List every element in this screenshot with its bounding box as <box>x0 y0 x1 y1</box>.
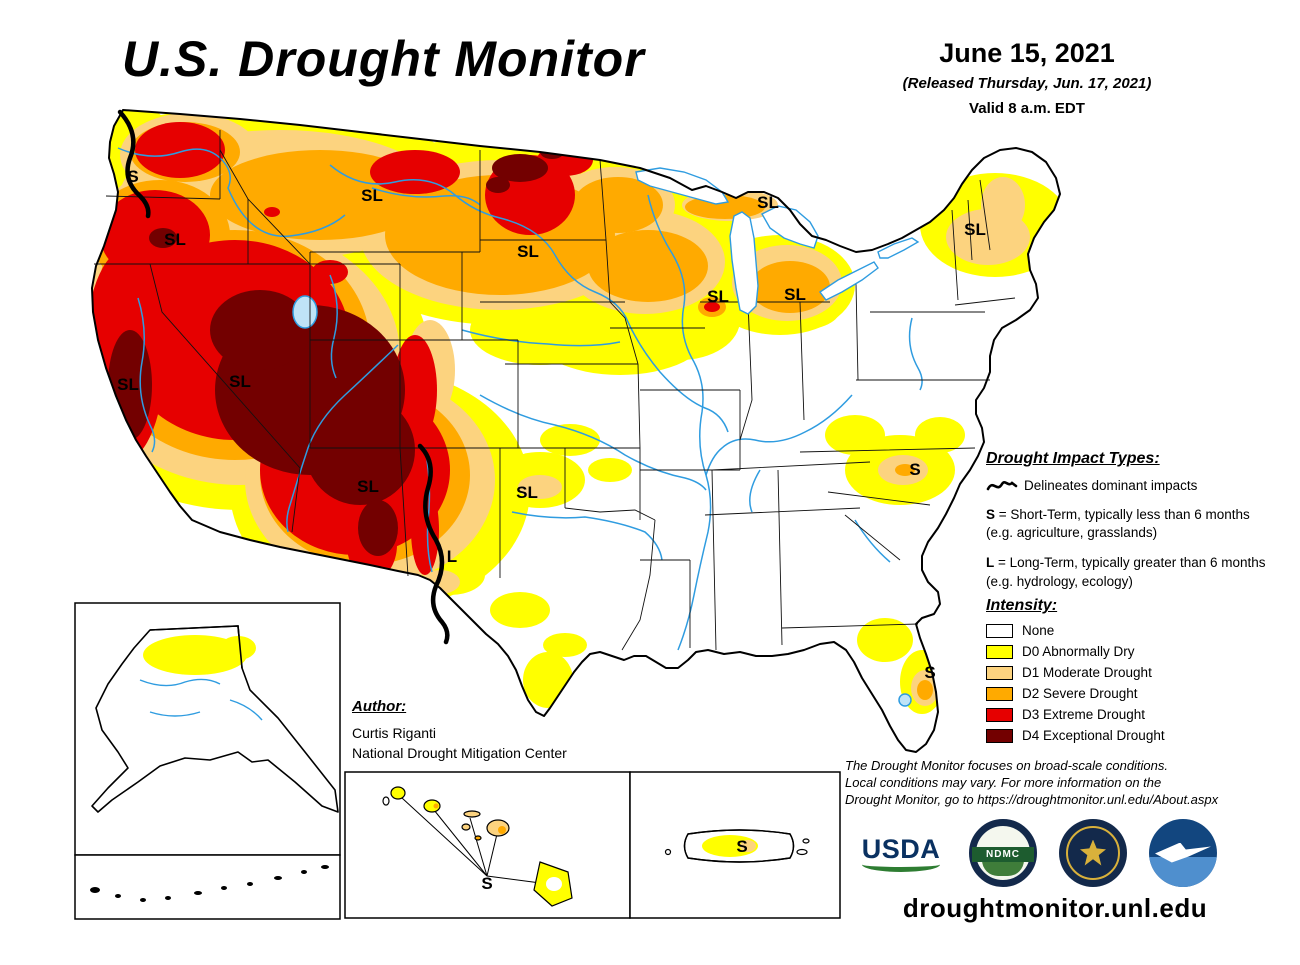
disclaimer-text: The Drought Monitor focuses on broad-sca… <box>845 758 1265 809</box>
island-oahu <box>423 799 441 813</box>
intensity-legend: Intensity: None D0 Abnormally Dry D1 Mod… <box>986 597 1165 749</box>
intensity-heading: Intensity: <box>986 597 1058 614</box>
island-mona <box>664 848 672 856</box>
agency-logos: USDA NDMC <box>855 815 1245 890</box>
island-kahoolawe <box>474 835 482 841</box>
legend-row-d2: D2 Severe Drought <box>986 686 1165 701</box>
commerce-logo <box>1059 818 1127 887</box>
delineation-squiggle-icon <box>986 481 1018 491</box>
island-vieques <box>796 848 808 856</box>
author-name: Curtis Riganti <box>352 725 437 741</box>
impact-delineation-lines <box>117 109 450 645</box>
legend-label: D0 Abnormally Dry <box>1022 644 1135 659</box>
legend-row-none: None <box>986 623 1165 638</box>
delineates-text: Delineates dominant impacts <box>1024 477 1198 493</box>
alaska-inset <box>74 602 341 920</box>
map-date: June 15, 2021 <box>939 38 1115 68</box>
legend-label: D1 Moderate Drought <box>1022 665 1152 680</box>
island-niihau <box>382 796 390 806</box>
swatch-d1 <box>986 665 1013 680</box>
commerce-ring <box>1066 825 1120 880</box>
alaska-outline-top <box>149 625 243 669</box>
island-culebra <box>802 838 810 844</box>
puerto-rico-inset <box>629 771 841 919</box>
disclaimer-line: Local conditions may vary. For more info… <box>845 774 1162 790</box>
swatch-d3 <box>986 707 1013 722</box>
state-borders <box>94 130 1016 651</box>
lake-ontario <box>877 237 920 259</box>
conus-outline <box>91 109 1061 753</box>
impact-types-heading: Drought Impact Types: <box>986 450 1160 467</box>
usda-logo: USDA <box>855 823 947 882</box>
lake-superior <box>635 167 730 205</box>
long-term-definition: L = Long-Term, typically greater than 6 … <box>986 554 1276 590</box>
usda-logo-text: USDA <box>861 833 941 864</box>
island-lanai <box>461 823 471 831</box>
usda-swoosh <box>862 863 940 872</box>
short-term-desc: = Short-Term, typically less than 6 mont… <box>986 507 1250 541</box>
page-title: U.S. Drought Monitor <box>122 31 645 87</box>
lake-erie <box>818 261 879 301</box>
release-date: (Released Thursday, Jun. 17, 2021) <box>902 75 1152 92</box>
long-term-desc: = Long-Term, typically greater than 6 mo… <box>986 555 1266 589</box>
drought-intensity-layer <box>92 110 1060 714</box>
website-url: droughtmonitor.unl.edu <box>902 893 1208 923</box>
impact-types-panel: Drought Impact Types: Delineates dominan… <box>986 450 1288 591</box>
swatch-none <box>986 623 1013 638</box>
island-maui <box>486 819 510 837</box>
lake-okeechobee <box>898 693 912 707</box>
legend-row-d1: D1 Moderate Drought <box>986 665 1165 680</box>
legend-label: None <box>1022 623 1055 638</box>
valid-time: Valid 8 a.m. EDT <box>969 100 1085 117</box>
island-kauai <box>390 786 406 800</box>
swatch-d2 <box>986 686 1013 701</box>
ndmc-logo-text: NDMC <box>972 846 1034 862</box>
hawaii-inset <box>344 771 631 919</box>
short-term-key: S <box>986 507 996 522</box>
legend-row-d3: D3 Extreme Drought <box>986 707 1165 722</box>
great-lakes <box>635 167 920 315</box>
noaa-sea <box>1149 856 1217 887</box>
legend-label: D2 Severe Drought <box>1022 686 1138 701</box>
noaa-logo <box>1149 818 1217 887</box>
aleutian-islands <box>90 865 329 902</box>
author-org: National Drought Mitigation Center <box>352 745 567 762</box>
island-molokai <box>463 810 481 818</box>
disclaimer-line: Drought Monitor, go to https://droughtmo… <box>845 791 1219 807</box>
author-heading: Author: <box>352 698 407 715</box>
rivers-layer <box>117 147 923 707</box>
legend-row-d4: D4 Exceptional Drought <box>986 728 1165 743</box>
date-block: June 15, 2021 (Released Thursday, Jun. 1… <box>862 38 1192 117</box>
swatch-d4 <box>986 728 1013 743</box>
ndmc-logo: NDMC <box>969 818 1037 887</box>
legend-label: D3 Extreme Drought <box>1022 707 1146 722</box>
short-term-definition: S = Short-Term, typically less than 6 mo… <box>986 506 1276 542</box>
disclaimer-line: The Drought Monitor focuses on broad-sca… <box>845 758 1169 773</box>
swatch-d0 <box>986 644 1013 659</box>
alaska-landmass <box>91 625 339 813</box>
legend-row-d0: D0 Abnormally Dry <box>986 644 1165 659</box>
lake-michigan <box>729 211 759 315</box>
long-term-key: L <box>986 555 995 571</box>
ndmc-ground <box>982 859 1024 876</box>
great-salt-lake <box>292 295 318 329</box>
author-panel: Author: Curtis Riganti National Drought … <box>352 698 567 764</box>
legend-label: D4 Exceptional Drought <box>1022 728 1165 743</box>
